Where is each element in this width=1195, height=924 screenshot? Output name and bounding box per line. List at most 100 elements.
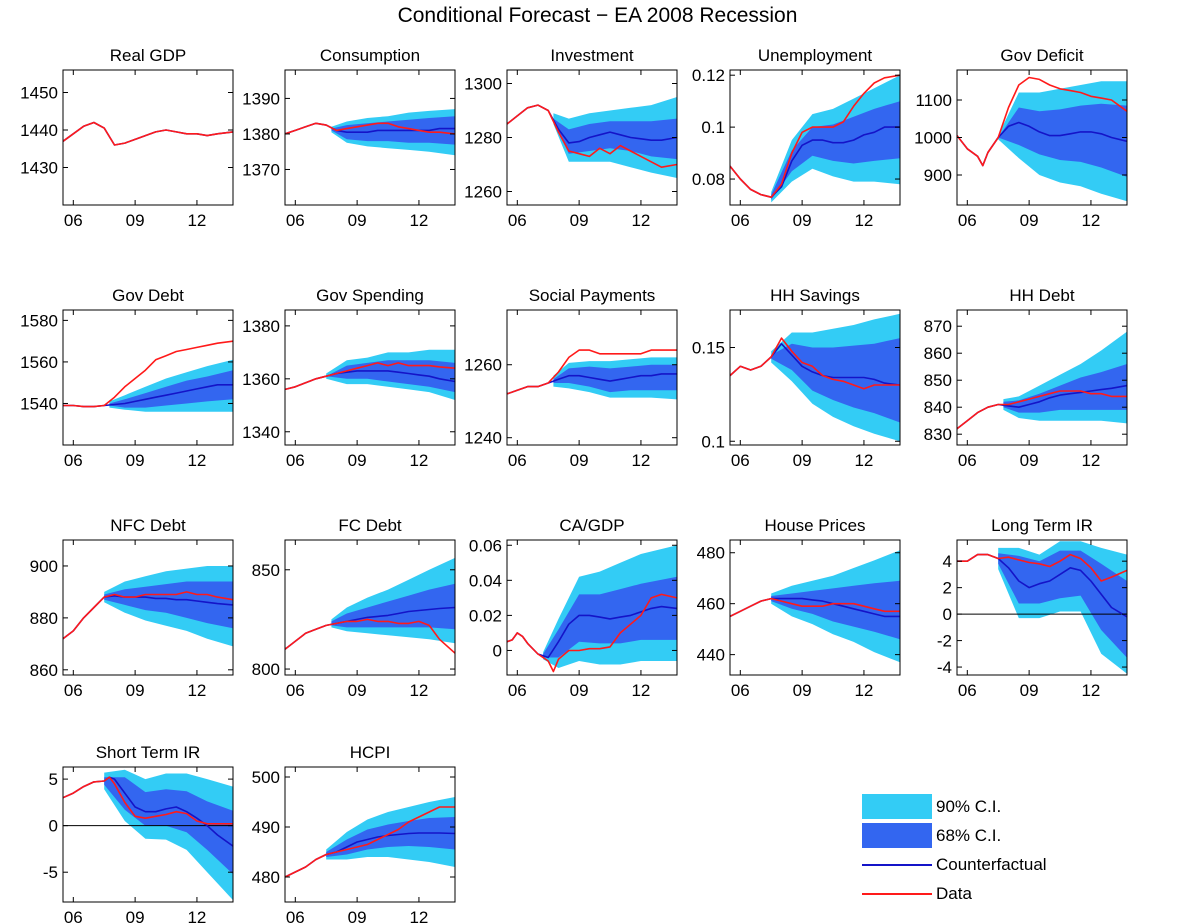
- x-tick-label: 12: [409, 451, 428, 470]
- plot-area: [957, 331, 1127, 430]
- x-tick-label: 09: [570, 451, 589, 470]
- panel-frame: [729, 539, 901, 676]
- y-tick-label: 490: [252, 818, 280, 837]
- band-68: [109, 370, 233, 408]
- x-tick-label: 06: [508, 211, 527, 230]
- chart-panel: Social Payments 1240 1260 06 09 12: [464, 286, 678, 470]
- data-line: [285, 806, 455, 878]
- plot-area: [730, 313, 900, 442]
- y-tick-label: 1440: [20, 121, 58, 140]
- panel-frame: [956, 539, 1128, 676]
- band-68: [771, 101, 900, 200]
- panel-title: HCPI: [350, 743, 391, 762]
- x-tick-label: 06: [64, 451, 83, 470]
- panel-frame: [62, 309, 234, 446]
- panel-title: Unemployment: [758, 46, 873, 65]
- x-tick-label: 06: [731, 211, 750, 230]
- panel-frame: [284, 309, 456, 446]
- y-tick-label: -2: [937, 632, 952, 651]
- data-line: [63, 121, 233, 146]
- x-tick-label: 06: [508, 451, 527, 470]
- x-tick-label: 12: [854, 681, 873, 700]
- y-tick-label: 860: [924, 344, 952, 363]
- x-tick-label: 09: [126, 211, 145, 230]
- y-tick-label: 870: [924, 317, 952, 336]
- x-tick-label: 06: [958, 681, 977, 700]
- x-tick-label: 06: [731, 681, 750, 700]
- x-tick-label: 12: [187, 681, 206, 700]
- plot-area: [507, 349, 677, 400]
- y-tick-label: -4: [937, 658, 952, 677]
- y-tick-label: 0: [943, 605, 952, 624]
- legend-swatch-ci90: [862, 794, 932, 819]
- panel-frame: [62, 766, 234, 903]
- y-tick-label: 1370: [242, 160, 280, 179]
- panel-frame: [729, 309, 901, 446]
- data-line: [957, 390, 1127, 430]
- band-68: [998, 103, 1127, 177]
- chart-panel: HH Debt 830 840 850 860 870 06 09 12: [924, 286, 1128, 470]
- y-tick-label: 0: [49, 817, 58, 836]
- y-tick-label: 5: [49, 770, 58, 789]
- chart-panel: CA/GDP 0 0.02 0.04 0.06 06 09 12: [469, 516, 678, 700]
- y-tick-label: 1560: [20, 353, 58, 372]
- chart-panel: Long Term IR -4 -2 0 2 4 06 09 12: [937, 516, 1128, 700]
- y-tick-label: 1430: [20, 159, 58, 178]
- x-tick-label: 06: [64, 211, 83, 230]
- x-tick-label: 12: [631, 451, 650, 470]
- y-tick-label: 1390: [242, 89, 280, 108]
- band-68: [998, 550, 1127, 658]
- y-tick-label: 0.08: [692, 170, 725, 189]
- x-tick-label: 09: [793, 211, 812, 230]
- y-tick-label: 1100: [915, 91, 952, 110]
- panel-frame: [62, 539, 234, 676]
- x-tick-label: 09: [1020, 211, 1039, 230]
- y-tick-label: 1260: [464, 356, 502, 375]
- x-tick-label: 12: [187, 908, 206, 924]
- panel-title: Real GDP: [110, 46, 187, 65]
- panel-frame: [284, 766, 456, 903]
- legend-label: 90% C.I.: [936, 796, 1002, 816]
- chart-panel: Gov Debt 1540 1560 1580 06 09 12: [20, 286, 234, 470]
- y-tick-label: 4: [943, 552, 952, 571]
- panel-title: Gov Debt: [112, 286, 184, 305]
- plot-area: [285, 349, 455, 400]
- y-tick-label: 1380: [242, 317, 280, 336]
- plot-area: [63, 769, 233, 901]
- plot-area: [507, 545, 677, 673]
- y-tick-label: 1260: [464, 183, 502, 202]
- band-68: [104, 581, 233, 629]
- data-line: [285, 618, 455, 654]
- chart-panel: Gov Deficit 900 1000 1100 06 09 12: [914, 46, 1128, 230]
- panel-title: Investment: [550, 46, 633, 65]
- y-tick-label: 0.06: [469, 536, 502, 555]
- panel-frame: [284, 539, 456, 676]
- y-tick-label: 1340: [242, 423, 280, 442]
- plot-area: [63, 566, 233, 647]
- panel-title: Social Payments: [529, 286, 656, 305]
- x-tick-label: 06: [286, 908, 305, 924]
- y-tick-label: 900: [924, 166, 952, 185]
- panel-frame: [506, 539, 678, 676]
- x-tick-label: 09: [126, 451, 145, 470]
- chart-panel: HH Savings 0.1 0.15 06 09 12: [692, 286, 901, 470]
- chart-panel: Real GDP 1430 1440 1450 06 09 12: [20, 46, 234, 230]
- x-tick-label: 12: [1081, 451, 1100, 470]
- x-tick-label: 09: [126, 681, 145, 700]
- x-tick-label: 12: [409, 681, 428, 700]
- x-tick-label: 06: [64, 908, 83, 924]
- panel-title: Gov Deficit: [1000, 46, 1083, 65]
- x-tick-label: 06: [958, 211, 977, 230]
- x-tick-label: 09: [570, 211, 589, 230]
- panel-title: Short Term IR: [96, 743, 201, 762]
- panel-title: FC Debt: [338, 516, 402, 535]
- panel-title: Long Term IR: [991, 516, 1093, 535]
- x-tick-label: 12: [187, 211, 206, 230]
- y-tick-label: 1450: [20, 84, 58, 103]
- y-tick-label: 0: [493, 641, 502, 660]
- band-68: [553, 364, 677, 393]
- chart-panel: Investment 1260 1280 1300 06 09 12: [464, 46, 678, 230]
- y-tick-label: 1360: [242, 370, 280, 389]
- band-68: [543, 576, 677, 658]
